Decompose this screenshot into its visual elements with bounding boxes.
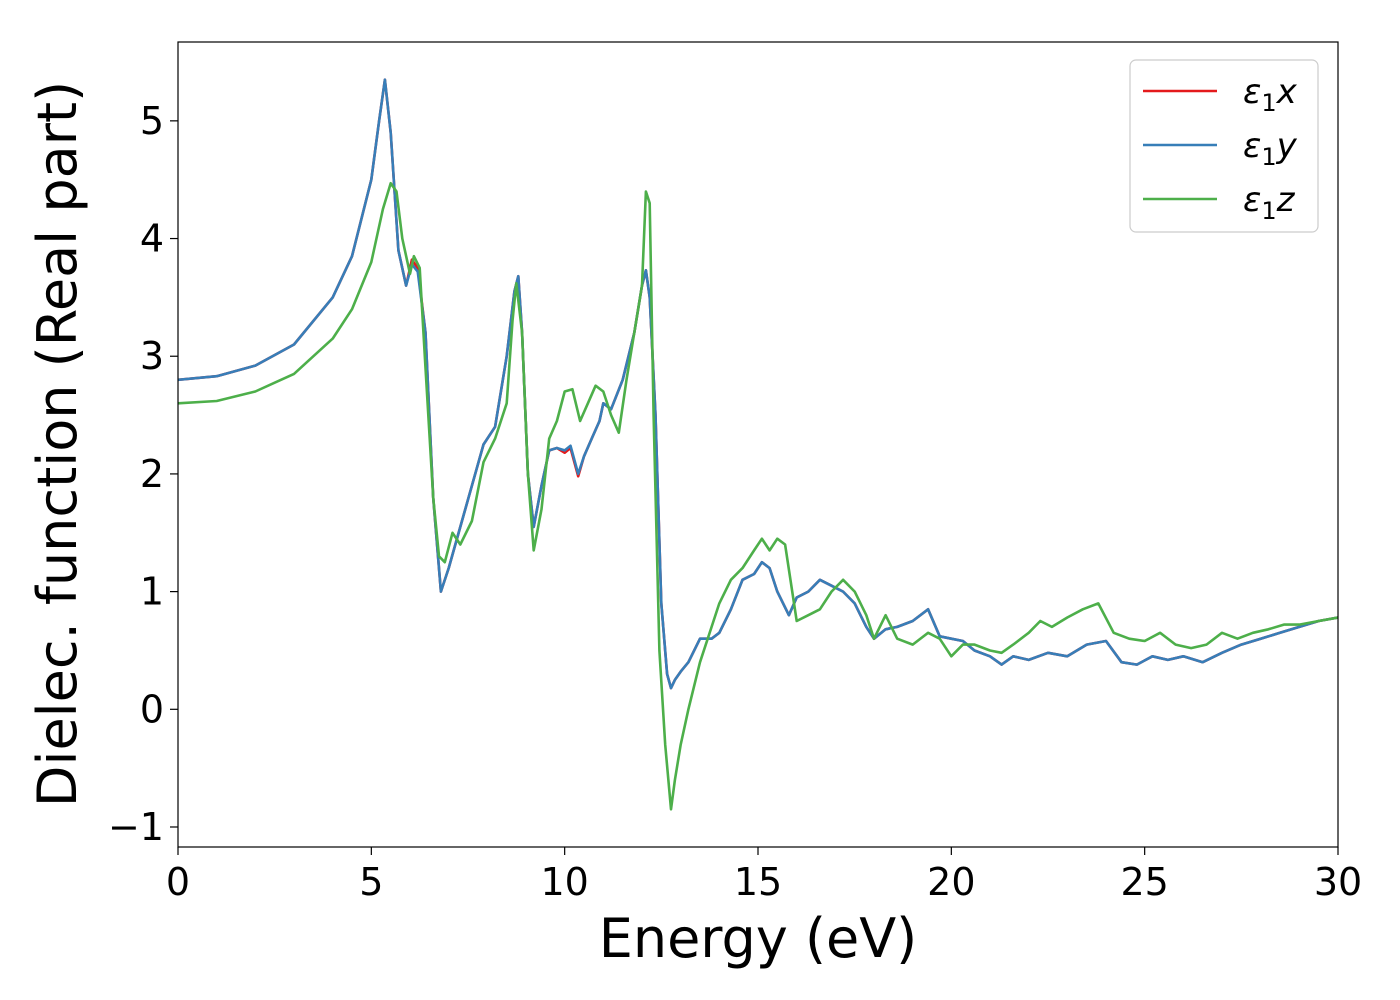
legend-label-y: ε1y: [1243, 126, 1298, 171]
x-tick-label: 30: [1314, 860, 1362, 904]
x-tick-label: 5: [359, 860, 383, 904]
series-line-y: [178, 78, 1338, 690]
y-tick-label: 5: [140, 99, 164, 143]
series-lines: [178, 78, 1338, 811]
y-tick-label: 4: [140, 217, 164, 261]
y-tick-label: 3: [140, 334, 164, 378]
x-tick-label: 20: [927, 860, 975, 904]
y-tick-label: 1: [140, 570, 164, 614]
y-tick-label: 0: [140, 687, 164, 731]
y-axis-label: Dielec. function (Real part): [26, 81, 89, 807]
legend: ε1x ε1y ε1z: [1129, 59, 1319, 233]
x-tick-label: 0: [166, 860, 190, 904]
x-axis-ticks: 0 5 10 15 20 25 30: [166, 847, 1362, 904]
x-tick-label: 10: [540, 860, 588, 904]
legend-label-z: ε1z: [1243, 180, 1296, 225]
x-tick-label: 25: [1120, 860, 1168, 904]
legend-label-x: ε1x: [1243, 72, 1298, 117]
legend-items: ε1x ε1y ε1z: [1143, 72, 1298, 225]
series-line-z: [178, 181, 1338, 811]
y-axis-ticks: −1 0 1 2 3 4 5: [108, 99, 178, 849]
y-tick-label: −1: [108, 805, 164, 849]
legend-box: [1129, 59, 1319, 233]
x-axis-label: Energy (eV): [599, 907, 918, 970]
y-tick-label: 2: [140, 452, 164, 496]
x-tick-label: 15: [734, 860, 782, 904]
